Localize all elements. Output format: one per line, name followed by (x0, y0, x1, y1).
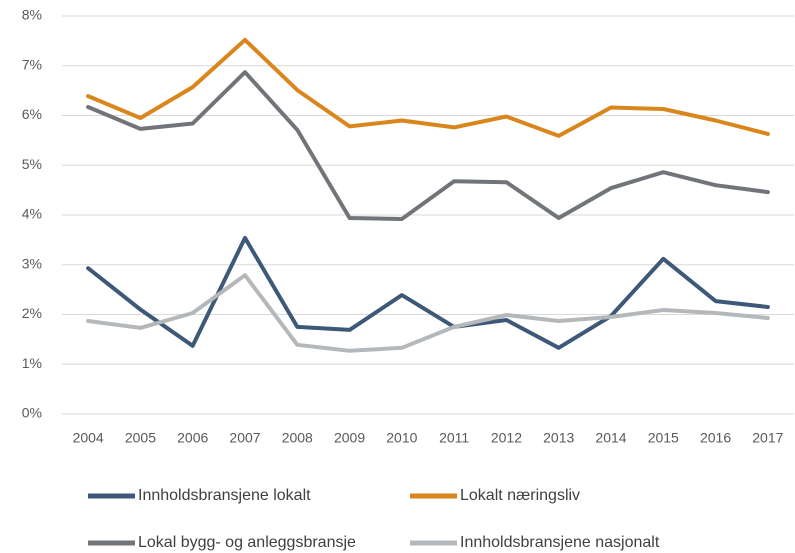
x-tick-label: 2006 (177, 430, 208, 446)
series-line (86, 37, 770, 138)
y-tick-label: 0% (22, 405, 42, 421)
y-tick-label: 5% (22, 156, 42, 172)
x-tick-label: 2010 (386, 430, 417, 446)
x-tick-label: 2007 (229, 430, 260, 446)
y-tick-label: 2% (22, 305, 42, 321)
y-tick-label: 1% (22, 355, 42, 371)
y-tick-label: 4% (22, 206, 42, 222)
series-line (86, 70, 770, 221)
legend-label: Lokalt næringsliv (460, 487, 580, 504)
x-tick-label: 2013 (543, 430, 574, 446)
x-tick-label: 2005 (125, 430, 156, 446)
x-tick-label: 2011 (439, 430, 469, 446)
y-tick-label: 6% (22, 106, 42, 122)
x-tick-label: 2017 (752, 430, 783, 446)
x-tick-label: 2012 (491, 430, 522, 446)
legend-label: Lokal bygg- og anleggsbransje (138, 534, 356, 551)
x-tick-label: 2009 (334, 430, 365, 446)
y-tick-label: 3% (22, 255, 42, 271)
legend-label: Innholdsbransjene nasjonalt (460, 534, 660, 551)
x-tick-label: 2014 (595, 430, 626, 446)
x-tick-label: 2004 (73, 430, 104, 446)
x-tick-label: 2016 (700, 430, 731, 446)
x-tick-label: 2015 (648, 430, 679, 446)
series-line (86, 273, 770, 353)
x-tick-label: 2008 (282, 430, 313, 446)
legend-label: Innholdsbransjene lokalt (138, 487, 311, 504)
y-tick-label: 8% (22, 7, 42, 23)
y-tick-label: 7% (22, 56, 42, 72)
series-line (86, 235, 770, 350)
